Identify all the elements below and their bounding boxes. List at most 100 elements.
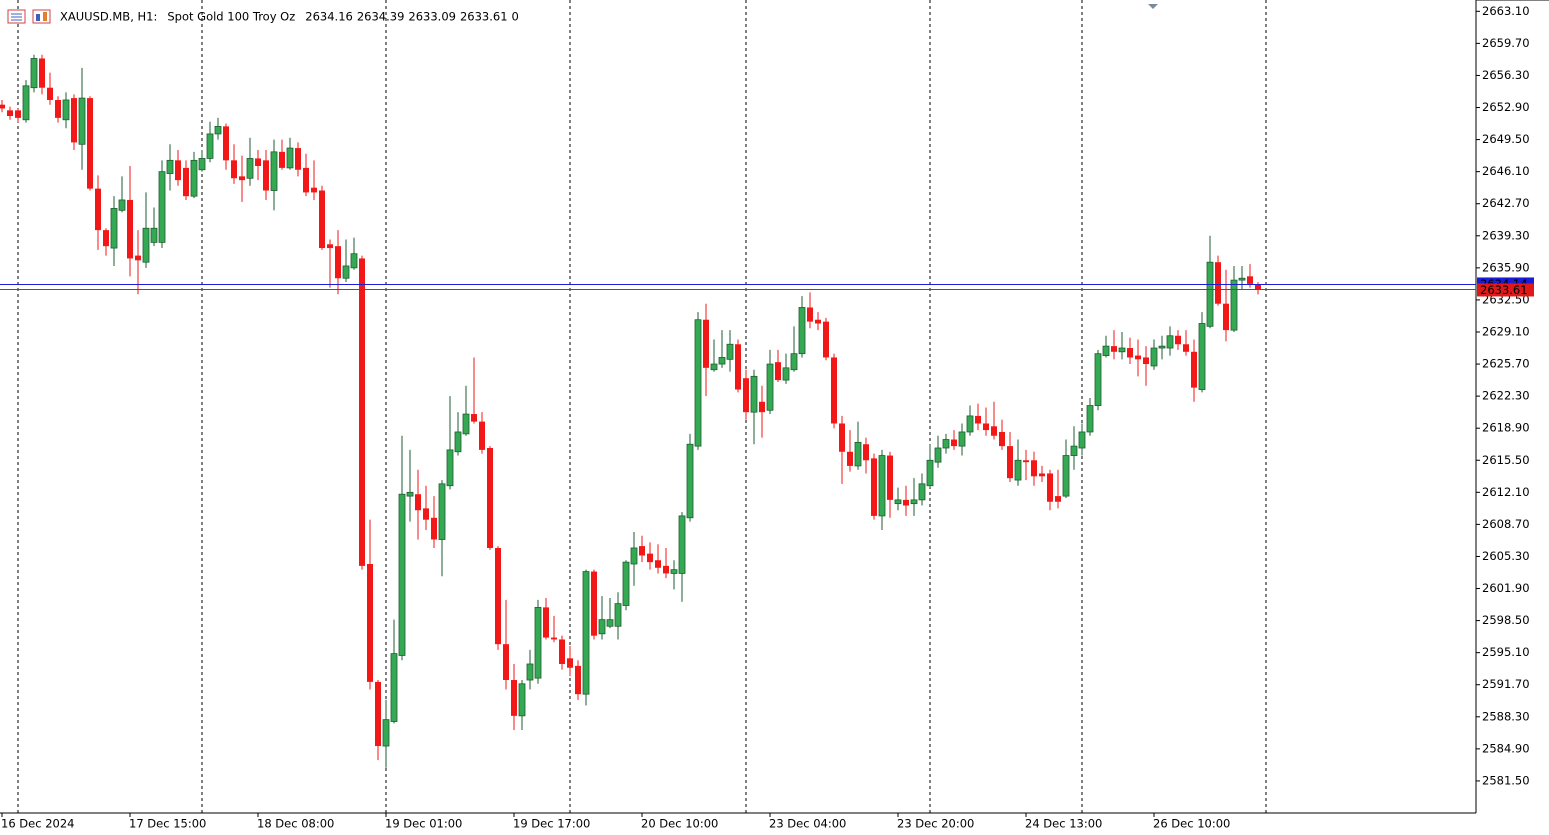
candle-body [175,160,181,181]
header-volume: 0 [512,10,519,24]
y-tick-label: 2629.10 [1482,324,1530,338]
candle-body [479,421,485,450]
icon-chart[interactable] [32,9,51,24]
header-icons [7,9,51,24]
y-tick-label: 2598.50 [1482,613,1530,627]
y-tick-label: 2622.30 [1482,389,1530,403]
x-tick-label: 24 Dec 13:00 [1025,817,1102,831]
candle-body [983,423,989,431]
candle-body [934,447,942,463]
icon-bar [36,14,40,21]
candle-body [694,319,702,447]
candle-body [1070,445,1078,456]
candle-body [255,158,261,166]
candle-body [551,637,557,640]
candle-body [375,681,381,747]
candle-body [942,439,950,449]
candle-body [246,158,254,179]
y-tick-label: 2615.50 [1482,453,1530,467]
bid-label-box [1477,283,1534,297]
candle-body [406,491,414,497]
candle-body [279,151,285,168]
candle-body [22,85,30,121]
candle-body [158,171,166,243]
candle-body [847,451,853,466]
candle-body [431,517,437,540]
candle-body [575,665,581,695]
candle-body [462,413,470,435]
candle-body [1183,344,1189,352]
candle-body [223,126,229,161]
y-tick-label: 2608.70 [1482,517,1530,531]
candle-body [518,683,526,717]
candle-body [1078,431,1086,449]
candle-body [1135,355,1141,360]
y-tick-label: 2588.30 [1482,709,1530,723]
bid-label: 2633.61 [1480,283,1528,297]
candle-body [30,58,38,89]
candle-body [958,431,966,447]
candle-body [1166,335,1174,349]
candle-body [398,493,406,656]
candle-body [1031,460,1037,477]
candle-body [142,227,150,263]
candle-body [815,319,821,324]
candle-body [118,199,126,211]
candle-body [1062,455,1070,497]
candle-body [1206,261,1214,327]
candle-body [1086,405,1094,433]
candle-body [327,244,333,249]
candle-body [311,187,317,193]
candle-body [295,148,301,170]
candle-body [71,98,77,143]
x-tick-label: 19 Dec 01:00 [385,817,462,831]
candle-body [1118,347,1126,353]
candle-body [726,343,734,360]
candle-body [87,98,93,189]
candle-body [614,603,622,627]
shift-marker[interactable] [1148,4,1158,9]
candle-body [598,619,606,635]
candle-body [198,158,206,171]
candle-body [190,159,198,197]
candle-body [894,499,902,505]
candle-body [782,367,790,381]
candle-body [526,663,534,681]
candle-body [1198,323,1206,390]
symbol: XAUUSD.MB, H1: [60,10,157,24]
candle-body [655,560,661,568]
candle-body [871,458,877,516]
candle-body [1215,262,1221,304]
candle-body [7,110,13,117]
candle-body [1014,459,1022,481]
candle-body [239,176,245,181]
candle-body [150,227,158,243]
y-tick-label: 2625.70 [1482,357,1530,371]
candle-body [127,199,133,259]
candle-body [1047,473,1053,502]
candle-body [759,401,765,413]
candle-body [775,362,781,381]
x-tick-label: 19 Dec 17:00 [513,817,590,831]
y-tick-label: 2639.30 [1482,228,1530,242]
plot [0,54,1261,768]
y-tick-label: 2649.50 [1482,132,1530,146]
candle-body [390,653,398,722]
candle-body [1143,357,1149,365]
candle-body [951,439,957,447]
candle-body [1023,460,1029,463]
candle-body [926,459,934,487]
candle-body [511,680,517,716]
y-tick-label: 2663.10 [1482,4,1530,18]
candle-body [703,319,709,368]
x-tick-label: 23 Dec 04:00 [769,817,846,831]
x-tick-label: 18 Dec 08:00 [257,817,334,831]
candle-body [766,363,774,411]
candle-body [15,110,21,118]
candle-body [790,353,798,371]
candle-body [647,553,653,563]
candle-body [1127,348,1133,358]
description: Spot Gold 100 Troy Oz [167,10,295,24]
y-tick-label: 2612.10 [1482,485,1530,499]
candle-body [503,644,509,681]
